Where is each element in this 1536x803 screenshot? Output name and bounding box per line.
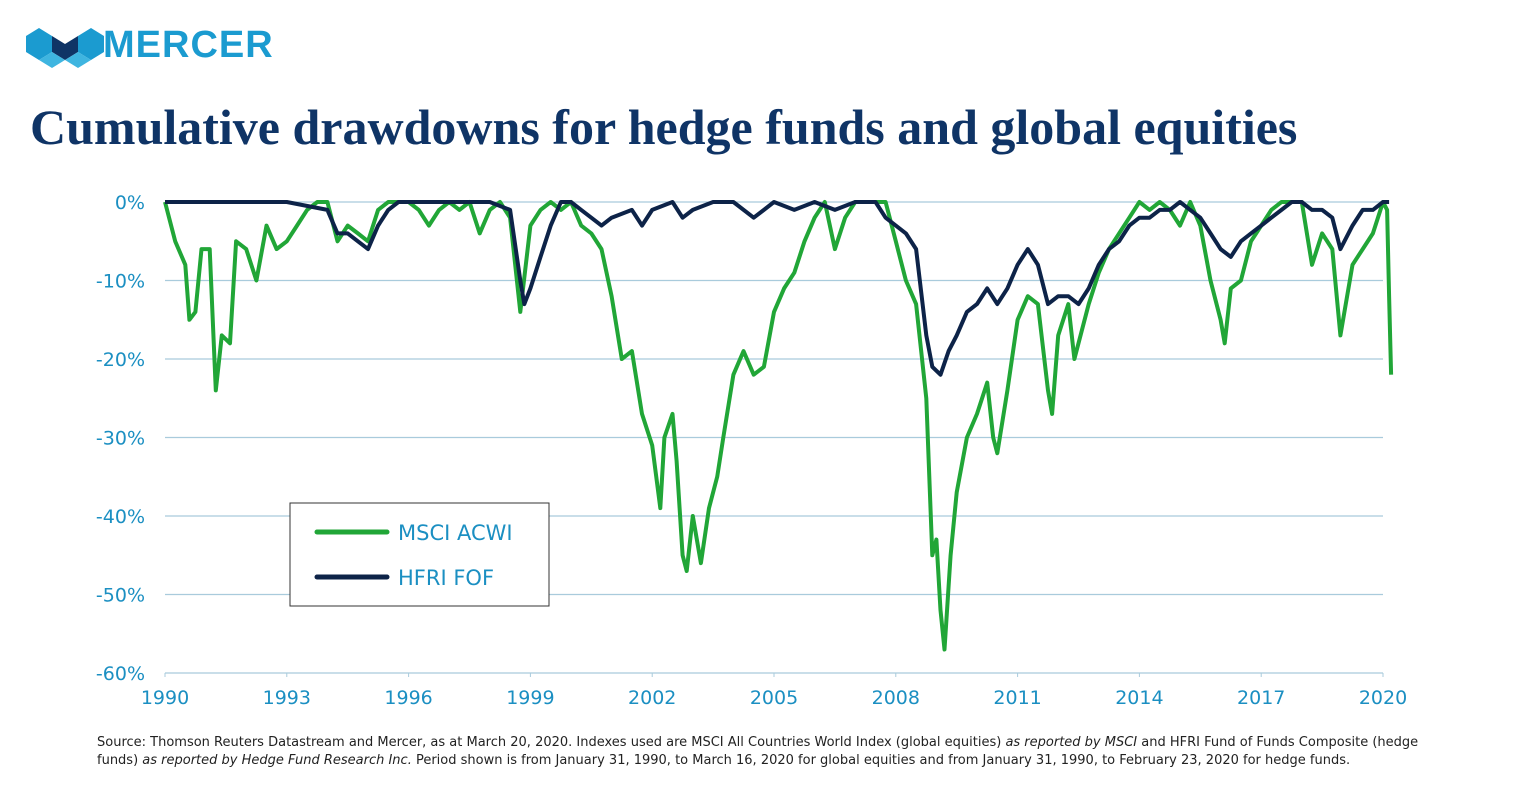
y-tick-label: -40% bbox=[96, 506, 145, 528]
x-tick-label: 2020 bbox=[1359, 687, 1407, 709]
chart-title: Cumulative drawdowns for hedge funds and… bbox=[30, 99, 1298, 155]
x-tick-label: 2002 bbox=[628, 687, 676, 709]
source-text: and HFRI Fund of Funds Composite (hedge … bbox=[97, 735, 1419, 768]
source-note: Source: Thomson Reuters Datastream and M… bbox=[97, 734, 1447, 770]
y-tick-label: -30% bbox=[96, 428, 145, 450]
y-tick-label: -50% bbox=[96, 585, 145, 607]
logo-icon bbox=[26, 28, 104, 68]
x-tick-label: 2014 bbox=[1115, 687, 1163, 709]
series-line bbox=[163, 200, 1394, 652]
legend-label: HFRI FOF bbox=[398, 566, 494, 590]
y-tick-label: -20% bbox=[96, 349, 145, 371]
legend-box bbox=[289, 502, 550, 607]
source-text: Source: Thomson Reuters Datastream and M… bbox=[97, 735, 1006, 750]
y-tick-label: 0% bbox=[115, 192, 145, 214]
source-text: Period shown is from January 31, 1990, t… bbox=[411, 753, 1351, 768]
x-tick-label: 1990 bbox=[141, 687, 189, 709]
x-tick-label: 2017 bbox=[1237, 687, 1285, 709]
x-tick-label: 1996 bbox=[384, 687, 432, 709]
chart: 0% -10% -20% -30% -40% -50% -60%1990 1993 1996 19… bbox=[96, 192, 1407, 709]
x-tick-label: 1993 bbox=[263, 687, 311, 709]
series-line bbox=[165, 200, 1390, 377]
source-text: as reported by MSCI bbox=[1005, 735, 1138, 750]
y-tick-label: -10% bbox=[96, 271, 145, 293]
x-tick-label: 2005 bbox=[750, 687, 798, 709]
logo-text: MERCER bbox=[103, 24, 274, 66]
legend-label: MSCI ACWI bbox=[398, 521, 513, 545]
y-tick-label: -60% bbox=[96, 663, 145, 685]
x-tick-label: 2008 bbox=[872, 687, 920, 709]
x-tick-label: 1999 bbox=[506, 687, 554, 709]
x-tick-label: 2011 bbox=[993, 687, 1041, 709]
source-text: as reported by Hedge Fund Research Inc. bbox=[142, 753, 412, 768]
